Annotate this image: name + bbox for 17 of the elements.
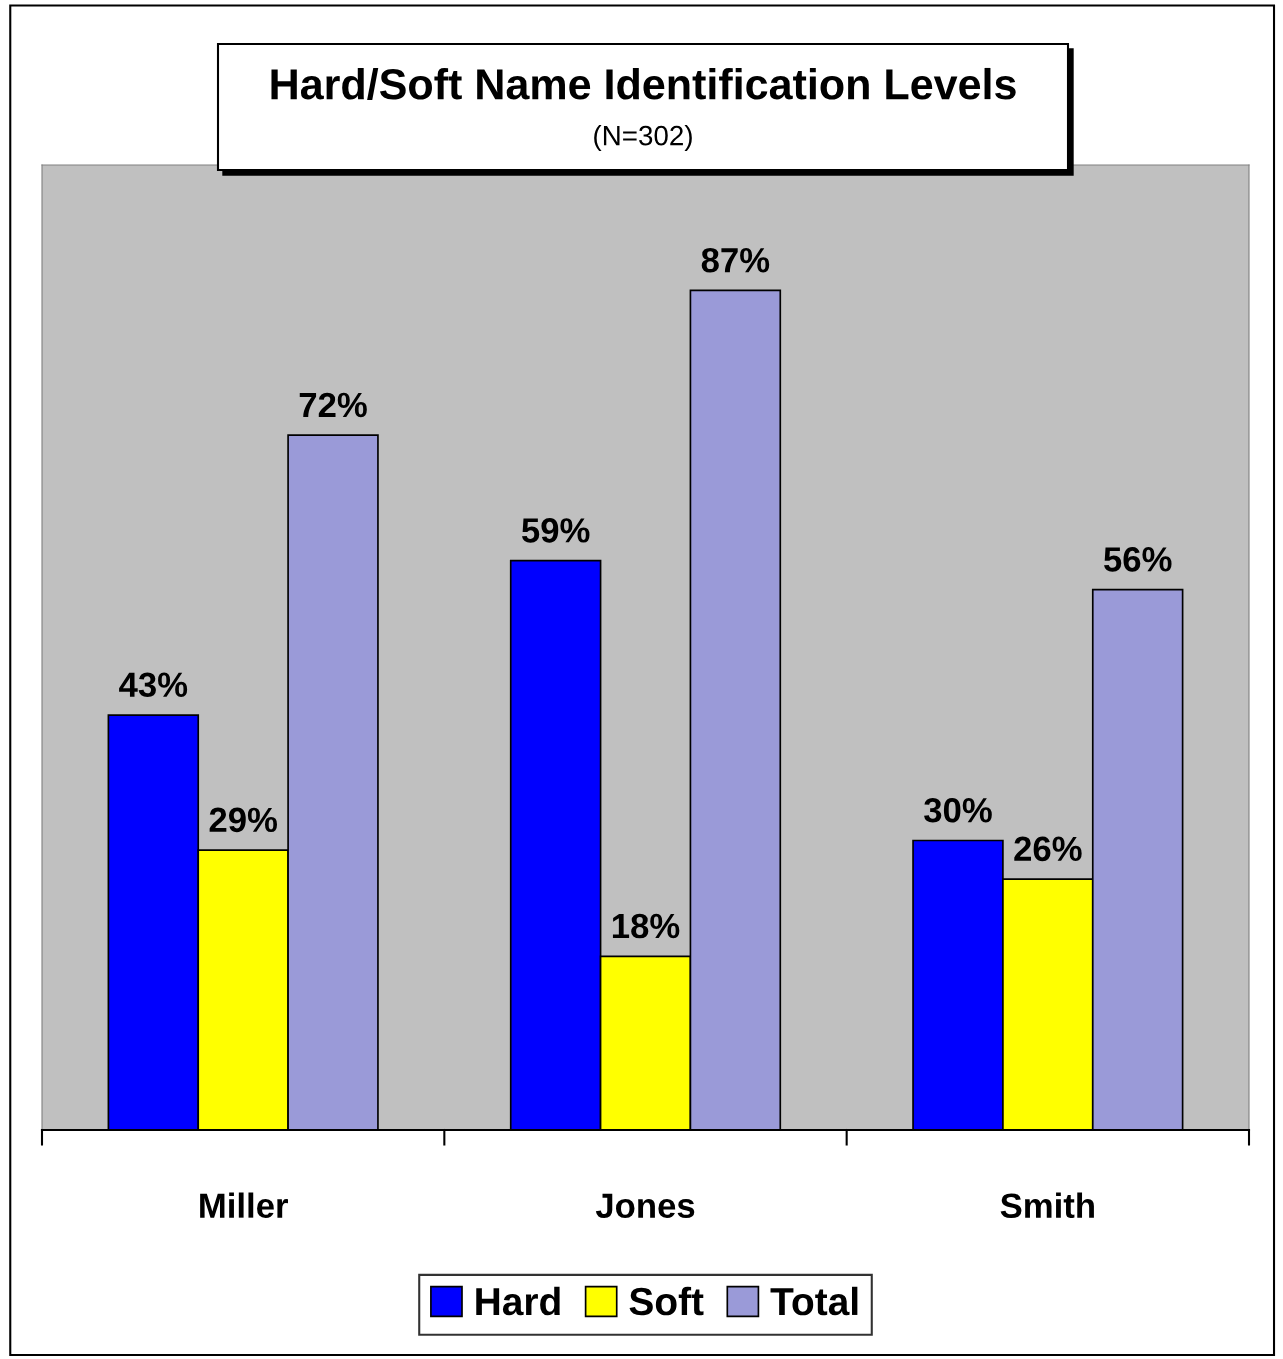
data-label: 43%: [119, 672, 188, 698]
data-label: 87%: [701, 247, 770, 273]
x-tick-label: Smith: [1000, 1192, 1094, 1218]
data-label: 26%: [1014, 836, 1082, 862]
data-label: 59%: [521, 518, 590, 543]
chart-subtitle: (N=302): [594, 125, 692, 151]
chart-title: Hard/Soft Name Identification Levels: [271, 67, 1016, 100]
legend-label: Soft: [629, 1286, 704, 1316]
legend-label: Hard: [476, 1286, 560, 1316]
x-tick-label: Jones: [595, 1193, 695, 1218]
x-tick-label: Miller: [200, 1192, 288, 1218]
data-label: 72%: [299, 392, 367, 418]
legend-label: Total: [770, 1286, 858, 1316]
data-label: 18%: [612, 913, 680, 939]
data-label: 29%: [209, 807, 277, 833]
data-label: 56%: [1104, 547, 1172, 572]
data-label: 30%: [924, 797, 992, 823]
